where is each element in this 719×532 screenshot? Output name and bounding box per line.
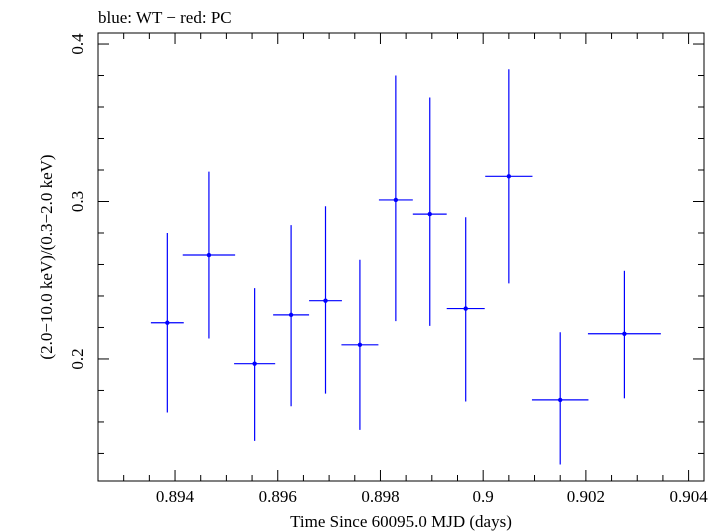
point-marker (165, 320, 170, 325)
point-marker (252, 361, 257, 366)
x-tick-label: 0.894 (156, 487, 195, 506)
point-marker (288, 312, 294, 318)
data-point (485, 69, 533, 284)
point-marker (206, 252, 212, 258)
axis-ticks: 0.894 0.896 0.898 0.9 0.902 0.904 0.2 0.3 0.4 (68, 33, 708, 506)
data-point (531, 332, 589, 465)
data-point (309, 206, 342, 394)
x-tick-label: 0.904 (669, 487, 708, 506)
data-point (378, 75, 413, 322)
x-tick-label: 0.902 (567, 487, 605, 506)
point-marker (323, 298, 328, 303)
data-point (182, 171, 236, 339)
point-marker (357, 342, 363, 347)
data-point (587, 270, 661, 399)
y-tick-label: 0.3 (68, 191, 87, 212)
point-marker (393, 197, 399, 203)
point-marker (463, 306, 468, 311)
x-axis-label: Time Since 60095.0 MJD (days) (290, 512, 512, 531)
point-marker (622, 331, 627, 336)
x-tick-label: 0.898 (361, 487, 399, 506)
data-series (150, 69, 661, 465)
data-point (412, 97, 447, 326)
y-tick-label: 0.4 (68, 33, 87, 55)
data-point (234, 288, 276, 441)
point-marker (558, 397, 563, 403)
chart-title: blue: WT − red: PC (98, 8, 232, 27)
data-point (150, 232, 184, 413)
data-point (273, 225, 310, 407)
point-marker (427, 211, 432, 217)
point-marker (506, 174, 512, 179)
plot-frame (97, 32, 705, 482)
x-tick-label: 0.9 (473, 487, 494, 506)
x-tick-label: 0.896 (259, 487, 297, 506)
data-point (446, 217, 485, 402)
y-axis-label: (2.0−10.0 keV)/(0.3−2.0 keV) (37, 154, 56, 359)
data-point (341, 259, 379, 430)
y-tick-label: 0.2 (68, 348, 87, 369)
